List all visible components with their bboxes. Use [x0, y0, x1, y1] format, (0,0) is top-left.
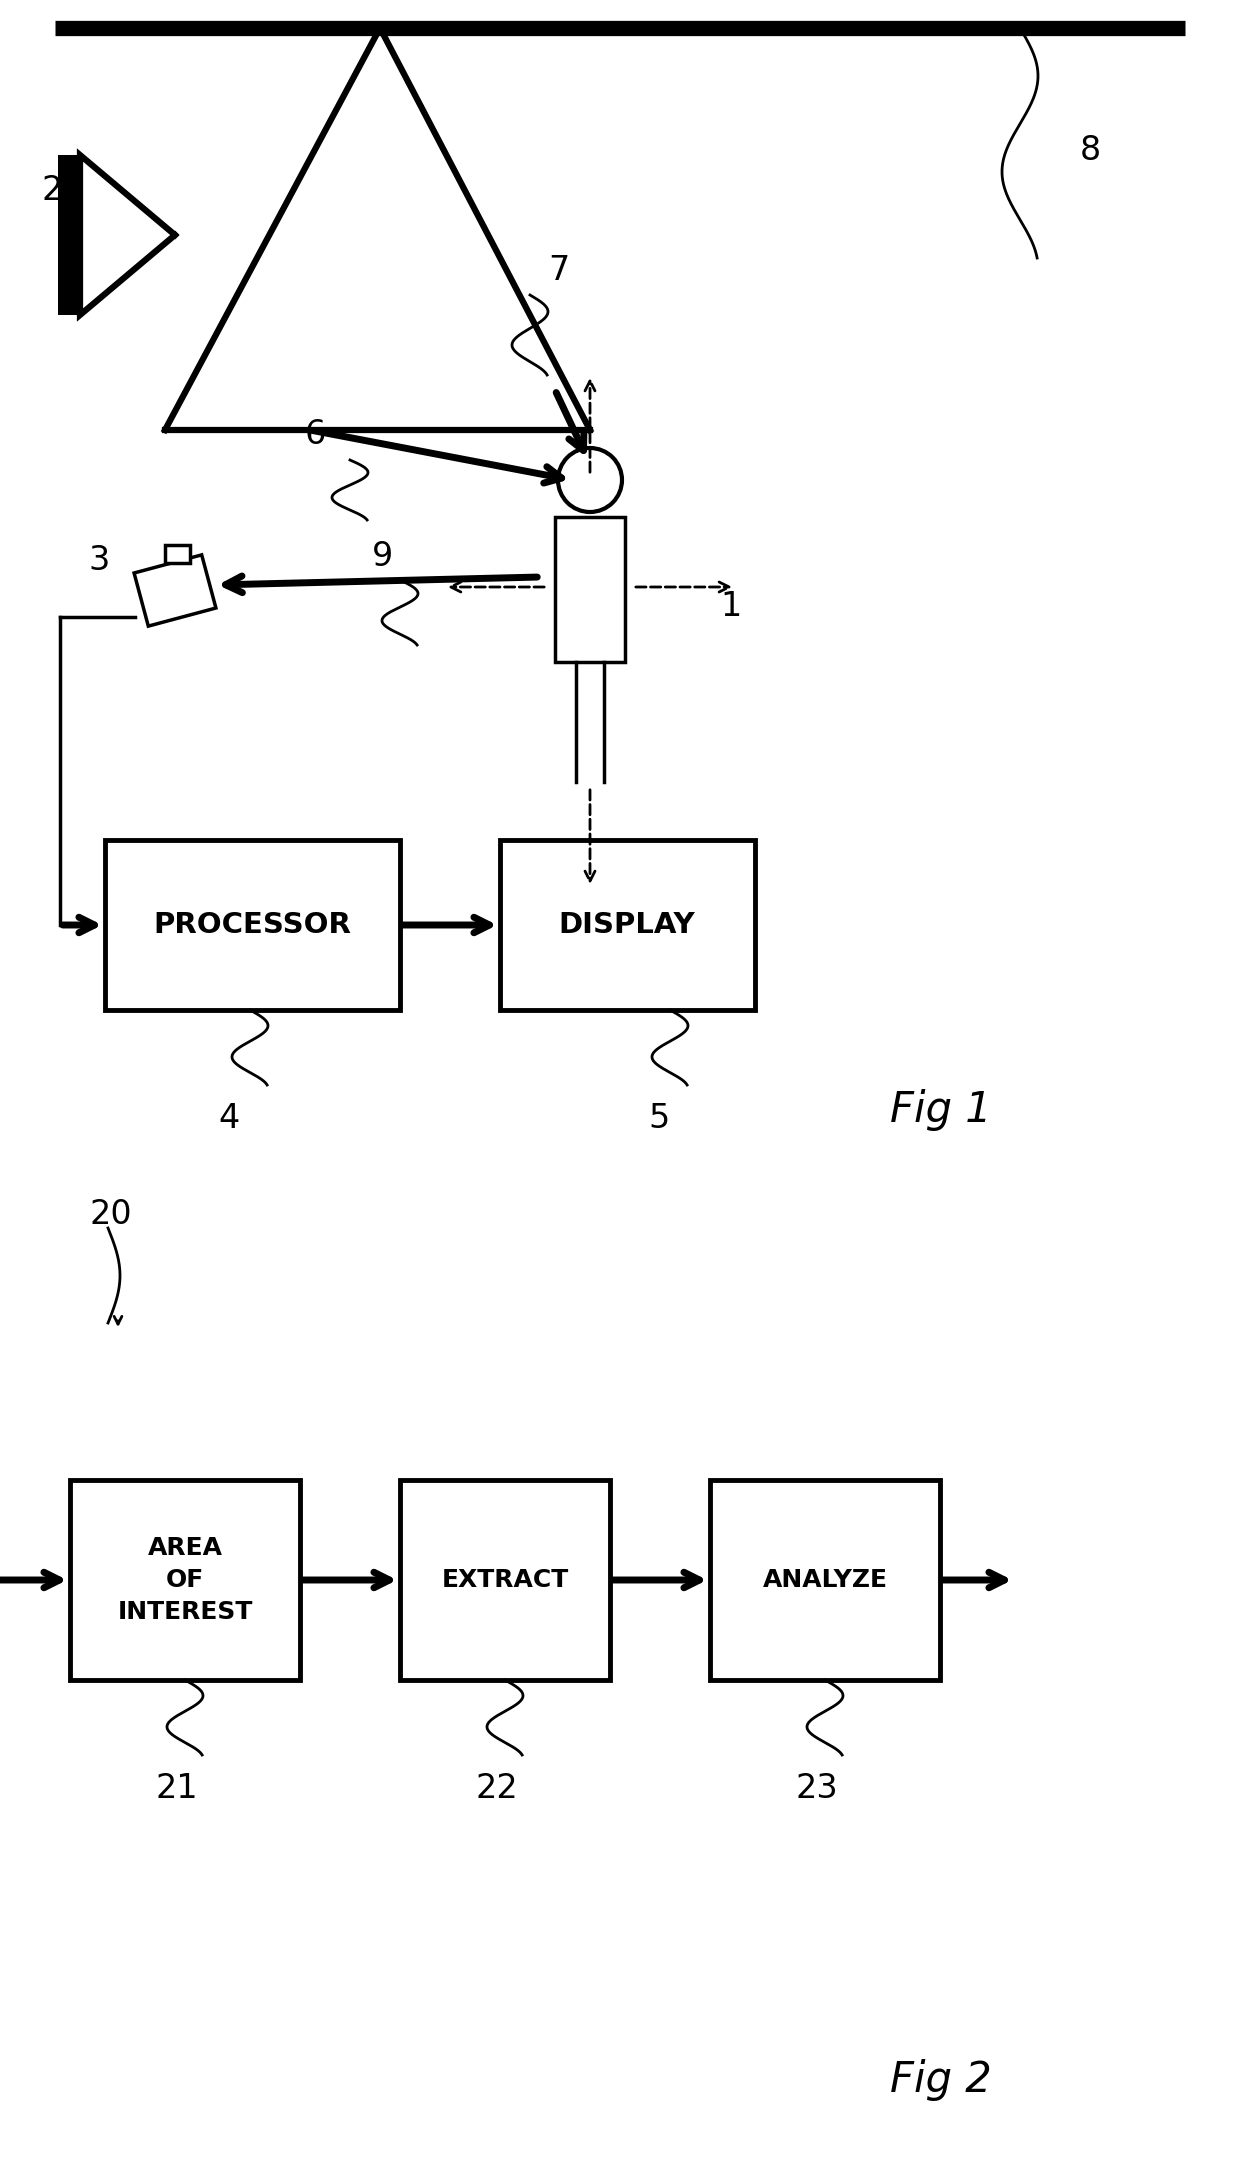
- Bar: [69, 1479, 300, 1679]
- Text: 7: 7: [548, 254, 569, 287]
- Text: 2: 2: [42, 174, 63, 207]
- Bar: [401, 1479, 610, 1679]
- Text: 8: 8: [1080, 133, 1101, 167]
- Text: 4: 4: [218, 1101, 239, 1135]
- Text: 5: 5: [649, 1101, 670, 1135]
- Text: 21: 21: [155, 1770, 197, 1805]
- Text: 1: 1: [720, 589, 742, 624]
- Text: Fig 2: Fig 2: [890, 2060, 992, 2101]
- Bar: [500, 840, 755, 1009]
- Bar: [556, 518, 625, 661]
- Text: Fig 1: Fig 1: [890, 1090, 992, 1131]
- Text: PROCESSOR: PROCESSOR: [153, 911, 351, 940]
- Bar: [711, 1479, 940, 1679]
- Text: 3: 3: [88, 544, 109, 576]
- Text: 9: 9: [372, 539, 393, 572]
- Bar: [58, 154, 81, 315]
- Text: 6: 6: [305, 418, 326, 452]
- Text: 20: 20: [91, 1198, 133, 1231]
- Text: 23: 23: [795, 1770, 838, 1805]
- Text: ANALYZE: ANALYZE: [763, 1568, 888, 1592]
- Bar: [165, 546, 190, 563]
- Text: EXTRACT: EXTRACT: [441, 1568, 569, 1592]
- Bar: [105, 840, 401, 1009]
- Text: AREA
OF
INTEREST: AREA OF INTEREST: [118, 1536, 253, 1623]
- Text: DISPLAY: DISPLAY: [559, 911, 696, 940]
- Text: 22: 22: [475, 1770, 518, 1805]
- Bar: [134, 555, 216, 626]
